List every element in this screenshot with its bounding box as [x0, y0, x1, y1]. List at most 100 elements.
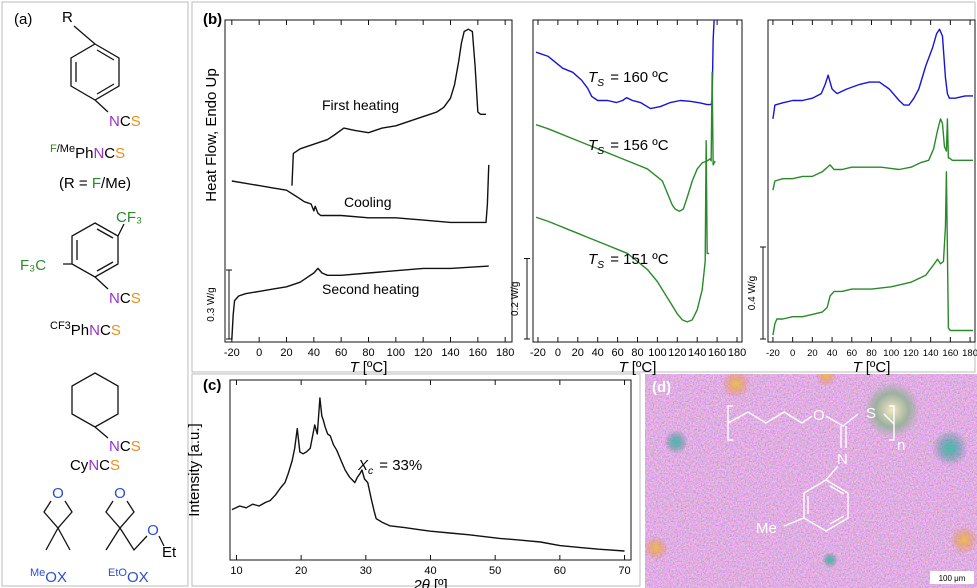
compound-2: CF₃ F₃C NCS CF3PhNCS: [20, 209, 142, 339]
x-tick-label: 120: [903, 348, 919, 359]
atom: S: [131, 438, 141, 455]
atom: N: [109, 290, 120, 307]
name-part: N: [89, 322, 100, 339]
x-tick-label: 40: [592, 347, 604, 359]
x-tick-label: -20: [224, 347, 240, 359]
x-tick-label: 80: [631, 347, 643, 359]
substituent: F₃C: [20, 257, 46, 274]
spherulite: [816, 374, 836, 386]
atom: N: [109, 438, 120, 455]
x-tick-label: 100: [883, 348, 899, 359]
compound-name: F/MePhNCS: [50, 143, 125, 162]
atom: O: [52, 485, 64, 502]
x-axis-label: T [ºC]: [619, 359, 657, 376]
x-tick-label: 180: [728, 347, 746, 359]
structure: [63, 222, 125, 290]
compound-name: CF3PhNCS: [50, 320, 121, 339]
x-tick-label: 60: [611, 347, 623, 359]
x-label-symbol: T: [853, 359, 864, 376]
substituent: CF₃: [116, 209, 142, 226]
note-part: F: [92, 175, 101, 192]
x-axis-label: T [ºC]: [853, 359, 891, 376]
substituent: R: [62, 9, 73, 26]
group: NCS: [109, 113, 141, 130]
x-tick-label: 100: [387, 347, 405, 359]
data-line: [772, 171, 974, 336]
compound-4: O MeOX: [30, 485, 73, 586]
name-part: C: [104, 145, 115, 162]
structure: [71, 372, 119, 439]
x-tick-label: -20: [766, 348, 780, 359]
spherulite: [950, 526, 977, 554]
x-label-symbol: T: [619, 359, 630, 376]
superscript: /Me: [57, 143, 75, 155]
x-tick-label: 0: [555, 347, 561, 359]
x-label-unit: [ºC]: [632, 359, 657, 376]
x-tick-label: 160: [942, 348, 958, 359]
compound-name: MeOX: [30, 567, 67, 586]
name-part: C: [100, 322, 111, 339]
annotation-subscript: S: [597, 259, 604, 271]
annotation-subscript: S: [597, 145, 604, 157]
x-tick-label: 20: [572, 347, 584, 359]
spherulite: [664, 430, 688, 454]
x-tick-label: -20: [530, 347, 546, 359]
x-tick-label: 180: [962, 348, 977, 359]
x-tick-label: 20: [295, 565, 307, 577]
atom: O: [813, 407, 825, 424]
x-tick-label: 70: [618, 565, 630, 577]
structure: [105, 500, 165, 552]
atom: Et: [162, 544, 177, 561]
x-axis-label: T [ºC]: [350, 359, 388, 376]
x-label-unit: [ºC]: [866, 359, 891, 376]
name-part: C: [99, 457, 110, 474]
name-part: Ph: [75, 145, 93, 162]
atom: N: [837, 451, 848, 468]
group: NCS: [109, 290, 141, 307]
atom: O: [114, 485, 126, 502]
x-tick-label: 0: [790, 348, 795, 359]
structure: [43, 500, 73, 551]
annotation: TS = 160 ºC: [588, 69, 669, 89]
panel-label: (a): [14, 11, 32, 28]
scale-label: 100 μm: [939, 574, 966, 583]
polymer-structure: O S N n Me: [727, 405, 905, 537]
scale-bar: [524, 258, 530, 340]
panel-label: (d): [652, 379, 671, 396]
panel-label: (b): [203, 11, 222, 28]
atom: N: [109, 113, 120, 130]
name-part: S: [115, 145, 125, 162]
spherulite: [864, 382, 920, 438]
annotation: Xc = 33%: [357, 457, 422, 477]
superscript: F: [50, 143, 57, 155]
x-tick-label: 60: [335, 347, 347, 359]
panel-a-frame: [1, 1, 189, 587]
x-tick-label: 120: [414, 347, 432, 359]
panel-c-frame: [191, 373, 641, 587]
annotation-text: = 156 ºC: [610, 137, 669, 154]
x-label-unit: [º]: [434, 577, 448, 588]
atom: C: [120, 438, 131, 455]
data-line: [535, 19, 715, 110]
micrograph: [645, 374, 977, 588]
annotation-text: = 33%: [379, 457, 422, 474]
data-line: [231, 265, 489, 340]
annotation: TS = 151 ºC: [588, 251, 669, 271]
atom: O: [147, 522, 159, 539]
annotation-text: = 160 ºC: [610, 69, 669, 86]
compound-1: R NCS F/MePhNCS (R = F/Me): [50, 9, 141, 192]
repeat-index: n: [897, 437, 905, 454]
atom: C: [120, 290, 131, 307]
panel-label: (c): [203, 377, 221, 394]
x-tick-label: 180: [496, 347, 514, 359]
spherulite: [722, 374, 750, 398]
compound-3: NCS CyNCS: [70, 372, 141, 474]
annotation-symbol: T: [588, 69, 599, 86]
x-tick-label: 10: [230, 565, 242, 577]
data-line: [231, 164, 490, 224]
atom: S: [131, 113, 141, 130]
x-tick-label: 120: [668, 347, 686, 359]
name-part: N: [93, 145, 104, 162]
annotation-subscript: c: [368, 465, 374, 477]
superscript: Me: [30, 567, 45, 579]
